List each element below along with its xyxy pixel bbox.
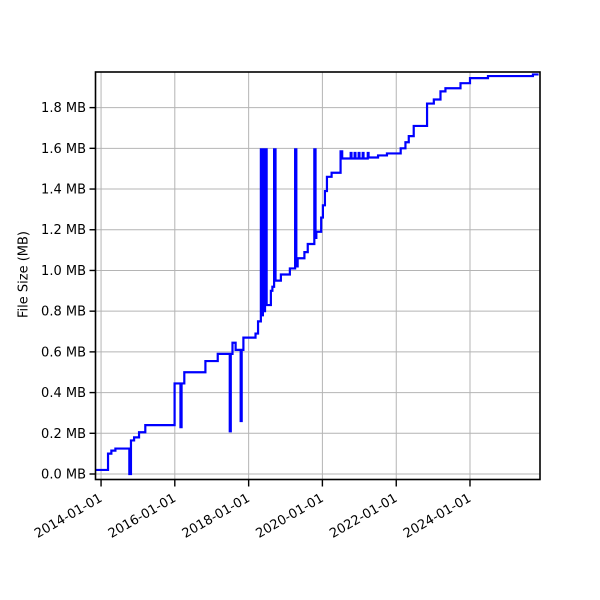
y-tick-label: 1.0 MB bbox=[41, 264, 86, 279]
x-tick-label: 2014-01-01 bbox=[32, 491, 105, 542]
y-axis-title: File Size (MB) bbox=[16, 231, 32, 318]
x-tick-label: 2022-01-01 bbox=[327, 491, 400, 542]
y-tick-label: 0.2 MB bbox=[41, 427, 86, 442]
y-tick-label: 1.6 MB bbox=[41, 142, 86, 157]
y-tick-label: 1.8 MB bbox=[41, 101, 86, 116]
file-size-line bbox=[96, 73, 539, 476]
y-tick-label: 0.6 MB bbox=[41, 345, 86, 360]
x-tick-label: 2016-01-01 bbox=[106, 491, 179, 542]
x-tick-label: 2024-01-01 bbox=[401, 491, 474, 542]
y-tick-label: 0.4 MB bbox=[41, 386, 86, 401]
y-tick-label: 1.4 MB bbox=[41, 183, 86, 198]
y-tick-label: 1.2 MB bbox=[41, 223, 86, 238]
y-tick-label: 0.8 MB bbox=[41, 305, 86, 320]
x-tick-label: 2018-01-01 bbox=[180, 491, 253, 542]
y-tick-label: 0.0 MB bbox=[41, 468, 86, 483]
plot-border bbox=[94, 71, 541, 481]
x-tick-label: 2020-01-01 bbox=[253, 491, 326, 542]
